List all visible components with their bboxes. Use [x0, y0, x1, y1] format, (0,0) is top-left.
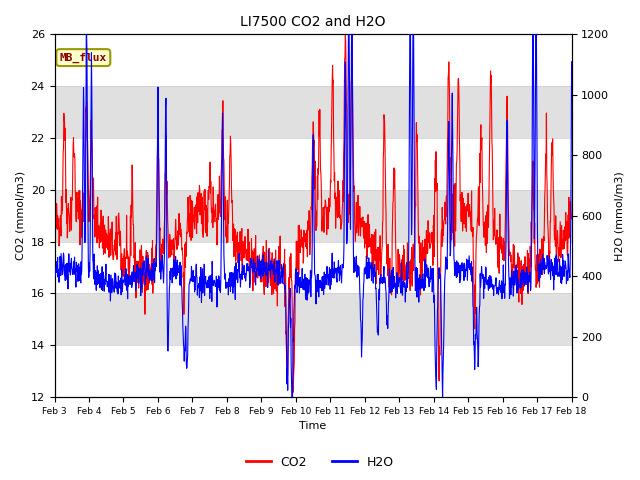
X-axis label: Time: Time: [300, 421, 326, 432]
Title: LI7500 CO2 and H2O: LI7500 CO2 and H2O: [240, 15, 386, 29]
Text: MB_flux: MB_flux: [60, 52, 107, 63]
Bar: [54, 293, 572, 345]
Bar: [54, 86, 572, 138]
Legend: CO2, H2O: CO2, H2O: [241, 451, 399, 474]
Y-axis label: H2O (mmol/m3): H2O (mmol/m3): [615, 171, 625, 261]
Bar: [54, 190, 572, 241]
Y-axis label: CO2 (mmol/m3): CO2 (mmol/m3): [15, 171, 25, 260]
